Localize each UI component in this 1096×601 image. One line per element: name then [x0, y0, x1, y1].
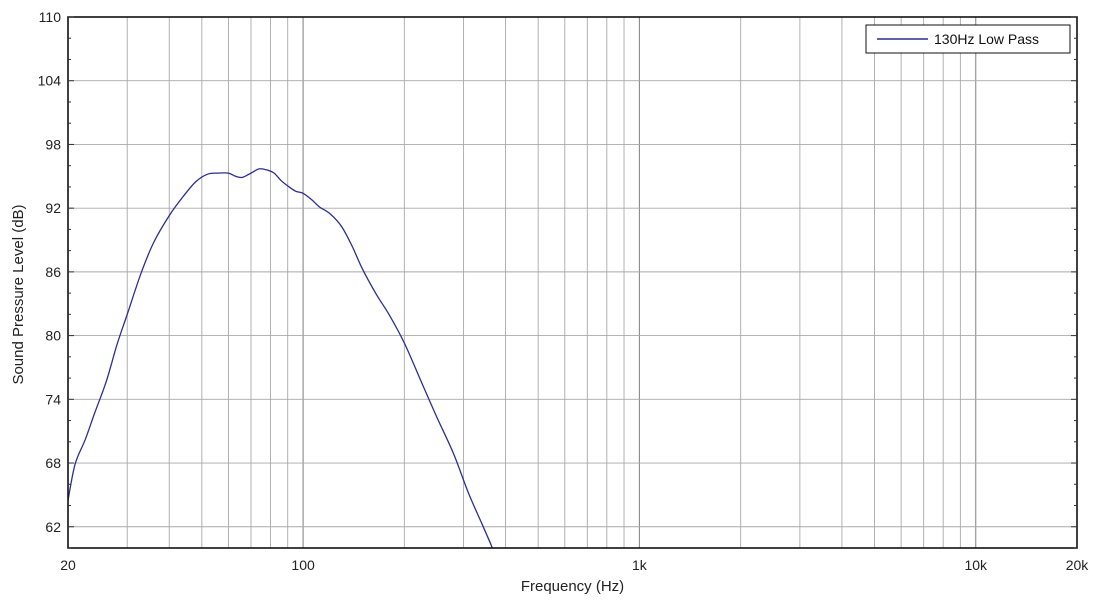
x-tick-label: 10k	[964, 557, 988, 573]
x-tick-label: 20	[60, 557, 76, 573]
y-tick-label: 74	[45, 391, 61, 407]
y-tick-label: 62	[45, 519, 61, 535]
tick-labels: 62 68 74 80 86 92 98 104 110 20 100 1k 10k 20k	[38, 9, 1090, 573]
tick-layer	[68, 16, 1077, 549]
y-tick-label: 110	[39, 9, 62, 25]
x-tick-label: 20k	[1066, 557, 1090, 573]
plot-frame	[67, 16, 1078, 549]
series-layer	[68, 168, 493, 548]
x-tick-label: 100	[291, 557, 315, 573]
x-axis-title: Frequency (Hz)	[521, 578, 624, 595]
y-tick-label: 80	[45, 328, 61, 344]
legend: 130Hz Low Pass	[865, 24, 1071, 54]
series-line	[68, 168, 493, 548]
grid	[68, 17, 1077, 548]
y-tick-label: 86	[45, 264, 61, 280]
y-tick-label: 98	[45, 136, 61, 152]
y-tick-label: 68	[45, 455, 61, 471]
legend-label: 130Hz Low Pass	[934, 31, 1039, 47]
y-tick-label: 104	[38, 73, 62, 89]
y-tick-label: 92	[45, 200, 61, 216]
y-axis-title: Sound Pressure Level (dB)	[10, 204, 27, 384]
x-tick-label: 1k	[632, 557, 648, 573]
